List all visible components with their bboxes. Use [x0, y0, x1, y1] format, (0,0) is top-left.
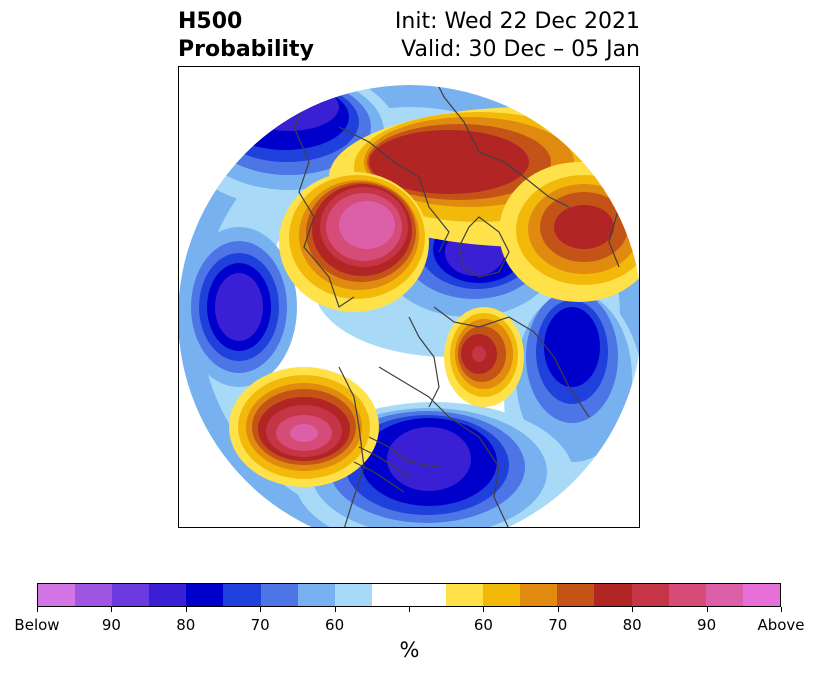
colorbar-tick	[632, 607, 634, 612]
colorbar-segment	[75, 584, 113, 606]
chart-title: H500 Probability	[178, 8, 314, 64]
init-date: Init: Wed 22 Dec 2021	[394, 9, 640, 34]
colorbar-tick-label: 60	[473, 616, 493, 634]
colorbar-segment	[297, 584, 335, 606]
colorbar-segment	[557, 584, 595, 606]
colorbar-segment	[149, 584, 187, 606]
positive-anomaly-northwest	[279, 172, 429, 312]
colorbar-tick-label: Above	[757, 616, 805, 634]
colorbar-tick	[334, 607, 336, 612]
colorbar-segment	[371, 584, 409, 606]
colorbar-tick	[37, 607, 38, 612]
colorbar-segment	[668, 584, 706, 606]
colorbar-tick-label: Below	[14, 616, 60, 634]
colorbar-tick-label: 60	[325, 616, 345, 634]
colorbar-tick	[111, 607, 113, 612]
colorbar-segment	[260, 584, 298, 606]
colorbar-segment	[223, 584, 261, 606]
colorbar-tick	[185, 607, 187, 612]
colorbar-tick-label: 80	[622, 616, 642, 634]
colorbar-segment	[408, 584, 447, 606]
colorbar-tick	[483, 607, 485, 612]
colorbar-tick-label: 70	[250, 616, 270, 634]
map-canvas	[179, 85, 639, 527]
positive-anomaly-southwest	[229, 367, 379, 487]
colorbar	[37, 583, 781, 607]
colorbar-segment	[594, 584, 632, 606]
colorbar-segment	[112, 584, 150, 606]
colorbar-segment	[705, 584, 743, 606]
colorbar-tick	[260, 607, 262, 612]
colorbar-segment	[186, 584, 224, 606]
colorbar-segment	[631, 584, 669, 606]
colorbar-segment	[334, 584, 372, 606]
colorbar-tick-labels: Below 90 80 70 60 60 70 80 90 Above	[0, 616, 819, 636]
colorbar-tick-label: 80	[176, 616, 196, 634]
colorbar-tick	[781, 607, 782, 612]
probability-map	[178, 66, 640, 528]
date-info: Init: Wed 22 Dec 2021 Valid: 30 Dec – 05…	[395, 8, 640, 64]
valid-range: Valid: 30 Dec – 05 Jan	[401, 37, 640, 62]
colorbar-tick-label: 70	[548, 616, 568, 634]
colorbar-tick-label: 90	[697, 616, 717, 634]
colorbar-segment	[38, 584, 76, 606]
colorbar-tick	[557, 607, 559, 612]
colorbar-unit: %	[399, 638, 420, 662]
title-line-1: H500	[178, 9, 243, 34]
colorbar-segment	[483, 584, 521, 606]
title-line-2: Probability	[178, 37, 314, 62]
colorbar-tick	[706, 607, 708, 612]
colorbar-segment	[742, 584, 780, 606]
negative-anomaly-west	[181, 227, 297, 387]
colorbar-tick-label: 90	[101, 616, 121, 634]
colorbar-segment	[446, 584, 484, 606]
colorbar-segment	[520, 584, 558, 606]
positive-anomaly-center	[444, 307, 524, 407]
colorbar-tick	[409, 607, 410, 612]
